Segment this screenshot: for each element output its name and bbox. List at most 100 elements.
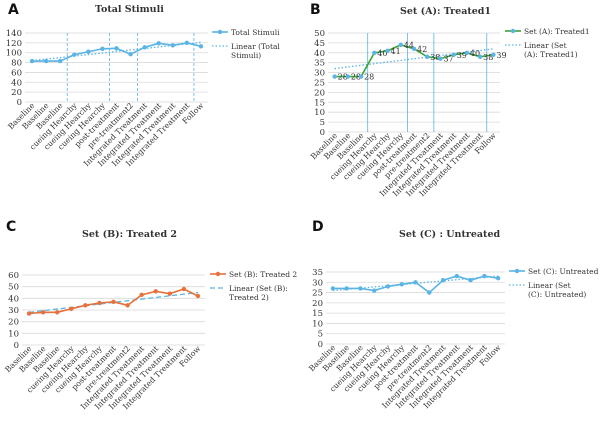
y-tick-label: 35 [314,59,325,69]
data-point [491,52,496,57]
data-point [440,278,446,283]
data-point [139,292,144,298]
data-point [454,273,460,279]
data-point [372,50,377,55]
y-tick-label: 20 [312,299,323,309]
panel-letter: D [312,219,324,235]
y-tick-label: 20 [314,88,325,98]
data-point [385,284,391,289]
y-tick-label: 0 [320,128,325,138]
y-tick-label: 10 [8,329,19,339]
y-tick-label: 0 [17,98,22,108]
data-label: 40 [470,49,480,58]
legend-entry: Set (A): Treated1 [524,27,590,36]
data-point [451,52,456,57]
y-tick-label: 0 [14,341,19,351]
data-point [29,58,35,64]
data-point [344,286,349,291]
legend-entry: Linear (Total Stimuli) [231,42,280,60]
legend-marker [514,268,520,274]
y-tick-label: 30 [312,278,323,288]
legend-entry: Linear (Set (C): Untreated) [528,281,586,299]
data-point [111,299,116,305]
data-point [477,54,483,59]
y-tick-label: 30 [314,69,325,79]
y-tick-label: 35 [312,268,323,278]
y-tick-label: 60 [11,68,22,78]
y-tick-label: 140 [6,29,22,39]
legend-marker [215,271,221,277]
y-tick-label: 40 [8,294,19,304]
chart-title: Set (C) : Untreated [399,229,500,240]
data-point [330,286,336,291]
legend-entry: Linear (Set (A): Treated1) [524,41,578,59]
data-point [413,280,418,285]
y-tick-label: 80 [11,59,22,69]
data-point [43,58,49,64]
data-point [468,278,473,283]
chart-title: Set (A): Treated1 [400,6,491,17]
y-tick-label: 50 [314,29,325,39]
data-point [125,303,130,308]
legend-entry: Linear (Set (B): Treated 2) [229,284,288,302]
panel-letter: B [310,2,321,18]
data-point [170,43,176,48]
y-tick-label: 15 [312,309,323,319]
y-tick-label: 15 [314,98,325,108]
data-point [167,291,173,296]
data-point [399,282,404,287]
y-tick-label: 10 [312,319,323,329]
data-label: 42 [417,45,427,54]
y-tick-label: 0 [318,340,323,350]
data-point [54,310,60,315]
data-point [26,311,32,316]
data-point [358,286,363,291]
data-point [72,52,77,57]
trendline [28,291,199,313]
data-point [156,41,161,46]
trendline [31,41,202,62]
data-point [482,273,487,279]
data-point [114,46,119,51]
y-tick-label: 40 [314,49,325,59]
data-label: 28 [364,73,374,82]
data-label: 39 [496,51,506,60]
data-point [100,46,105,51]
data-point [411,46,417,52]
y-tick-label: 30 [8,306,19,316]
y-tick-label: 25 [314,79,325,89]
data-point [385,48,390,54]
chart-title: Total Stimuli [95,4,164,15]
data-label: 38 [430,53,440,62]
data-label: 44 [404,41,414,50]
panel-b: B Set (A): Treated105101520253035404550Ba… [309,2,590,198]
data-point [128,51,133,57]
data-point [184,40,190,46]
data-point [57,58,63,64]
data-label: 28 [338,73,348,82]
data-point [427,290,432,295]
data-point [332,74,337,79]
data-label: 40 [377,49,387,58]
chart-title: Set (B): Treated 2 [82,229,177,240]
data-point [40,310,46,315]
y-tick-label: 5 [320,118,325,128]
y-tick-label: 50 [8,283,19,293]
panel-a: A Total Stimuli020406080100120140Baseline… [6,2,281,168]
data-point [153,289,158,294]
legend-marker [217,29,223,35]
data-point [195,293,201,299]
panel-c: C Set (B): Treated 20102030405060Baseline… [3,219,297,411]
panel-letter: C [6,219,16,235]
data-point [425,54,430,59]
data-label: 28 [351,73,361,82]
data-label: 39 [457,51,467,60]
data-label: 37 [443,55,453,64]
y-tick-label: 5 [318,330,323,340]
legend-entry: Set (C): Untreated [528,267,599,276]
panel-letter: A [8,2,19,18]
legend-entry: Set (B): Treated 2 [229,270,297,279]
data-label: 41 [391,47,401,56]
y-tick-label: 60 [8,271,19,281]
